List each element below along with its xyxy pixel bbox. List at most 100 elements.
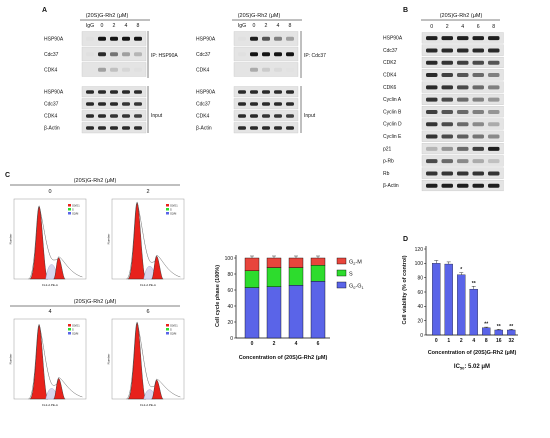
cell-cycle-bars: [244, 255, 326, 339]
panel-b-bands: [421, 32, 504, 192]
b-band: [441, 85, 453, 90]
panel-c-bottom-compound: (20S)G-Rh2 (μM): [74, 299, 117, 305]
b-band: [457, 48, 469, 53]
viability-y-ticks: 0 20 40 60 80 100 120: [415, 247, 426, 339]
b-band: [472, 159, 484, 164]
a1-input-band: [134, 90, 142, 94]
a2-input-band: [286, 90, 294, 94]
b-band: [488, 36, 500, 41]
a2-input-band: [286, 102, 294, 106]
b-row-label: CDK2: [383, 60, 397, 66]
b-band: [426, 159, 438, 164]
a1-input-band: [110, 126, 118, 130]
a1-ip-band: [122, 52, 130, 57]
b-band: [488, 85, 500, 90]
a2-ip-lane-label: 2: [265, 23, 268, 29]
a1-ip-band: [134, 36, 142, 41]
b-row-label: HSP90A: [383, 36, 403, 42]
b-row-label: Cyclin B: [383, 109, 402, 115]
a1-ip-band: [98, 52, 106, 57]
histogram-legend-swatch: [166, 208, 169, 211]
b-lane-label: 0: [430, 24, 433, 30]
histogram-legend-label: G2/M: [170, 211, 176, 215]
panel-a-left-blot: (20S)G-Rh2 (μM) IgG 0 2 4 8 HSP90ACdc37CDK4 …: [44, 13, 178, 134]
histogram-legend-swatch: [68, 204, 71, 207]
panel-a-left-lanes: IgG 0 2 4 8: [86, 23, 140, 29]
a2-ip-band: [238, 36, 246, 41]
b-band: [441, 36, 453, 41]
viability-significance: **: [484, 322, 488, 328]
b-band: [488, 171, 500, 176]
b-band: [488, 134, 500, 139]
a1-input-row-label: β-Actin: [44, 125, 60, 131]
histogram-x-axis-label: FL2-A PE-A: [42, 283, 58, 287]
histogram-legend-label: G0/G1: [72, 203, 80, 207]
panel-a-right-compound: (20S)G-Rh2 (μM): [238, 13, 281, 19]
a2-ip-lane-label: 0: [253, 23, 256, 29]
a2-input-band: [238, 102, 246, 106]
b-band: [426, 85, 438, 90]
histogram-x-axis-label: FL2-A PE-A: [42, 403, 58, 407]
a2-input-band: [262, 126, 270, 130]
a1-input-band: [110, 90, 118, 94]
panel-b-blot: (20S)G-Rh2 (μM) 0 2 4 6 8 HSP90A Cdc37 CDK2 CDK…: [383, 13, 504, 192]
a1-input-band: [86, 102, 94, 106]
b-band: [426, 60, 438, 65]
histogram-legend-swatch: [166, 212, 169, 215]
cell-cycle-y-tick-label: 0: [230, 336, 233, 342]
a1-ip-band: [122, 36, 130, 41]
cell-cycle-y-tick-label: 60: [227, 288, 233, 294]
a1-ip-band: [98, 36, 106, 41]
b-band: [441, 97, 453, 102]
a2-input-band: [238, 114, 246, 118]
panel-c-letter: C: [5, 172, 10, 179]
cell-cycle-bar-segment: [266, 267, 282, 288]
b-band: [426, 134, 438, 139]
histogram-legend-label: S: [72, 327, 74, 331]
a1-input-band: [86, 90, 94, 94]
b-band: [472, 36, 484, 41]
b-band: [426, 36, 438, 41]
viability-bar: [444, 263, 453, 336]
viability-x-tick-label: 4: [472, 338, 475, 344]
panel-a-right-lanes: IgG 0 2 4 8: [238, 23, 292, 29]
a1-input-band: [98, 90, 106, 94]
cell-cycle-x-ticks: 0 2 4 6: [251, 341, 320, 347]
b-band: [488, 73, 500, 78]
b-row-label: CDK6: [383, 85, 397, 91]
viability-y-tick-label: 0: [420, 333, 423, 339]
b-row-label: p-Rb: [383, 159, 394, 165]
viability-significance: **: [509, 324, 513, 330]
a2-input-band: [274, 126, 282, 130]
viability-y-tick-label: 80: [417, 275, 423, 281]
a2-input-row-label: β-Actin: [196, 125, 212, 131]
histogram-legend-label: G0/G1: [72, 323, 80, 327]
a1-input-band: [98, 102, 106, 106]
panel-b-letter: B: [403, 7, 408, 14]
histogram-g1-peak: [127, 202, 147, 280]
a1-ip-band: [134, 52, 142, 57]
viability-x-tick-label: 16: [496, 338, 502, 344]
a1-input-band: [86, 114, 94, 118]
a2-ip-band: [250, 36, 258, 41]
cell-cycle-bar-segment: [244, 257, 260, 272]
cell-cycle-legend-swatch: [336, 269, 347, 277]
viability-bar: [507, 329, 516, 336]
b-row-label: Rb: [383, 171, 390, 177]
a1-ip-band: [122, 67, 130, 72]
cell-cycle-legend: G2-M S G0-G1: [336, 257, 364, 290]
a1-input-row-label: HSP90A: [44, 89, 64, 95]
histogram-y-axis-label: Number: [107, 234, 111, 245]
viability-y-tick-label: 120: [415, 247, 424, 253]
b-band: [441, 183, 453, 188]
panel-a-left-input-blot: [81, 86, 147, 134]
a2-ip-band: [286, 52, 294, 57]
panel-a-right-ip-blot: [233, 31, 299, 77]
histogram-g2-peak: [53, 378, 66, 400]
cell-cycle-legend-label: S: [349, 271, 353, 277]
a1-ip-row-label: Cdc37: [44, 52, 59, 58]
